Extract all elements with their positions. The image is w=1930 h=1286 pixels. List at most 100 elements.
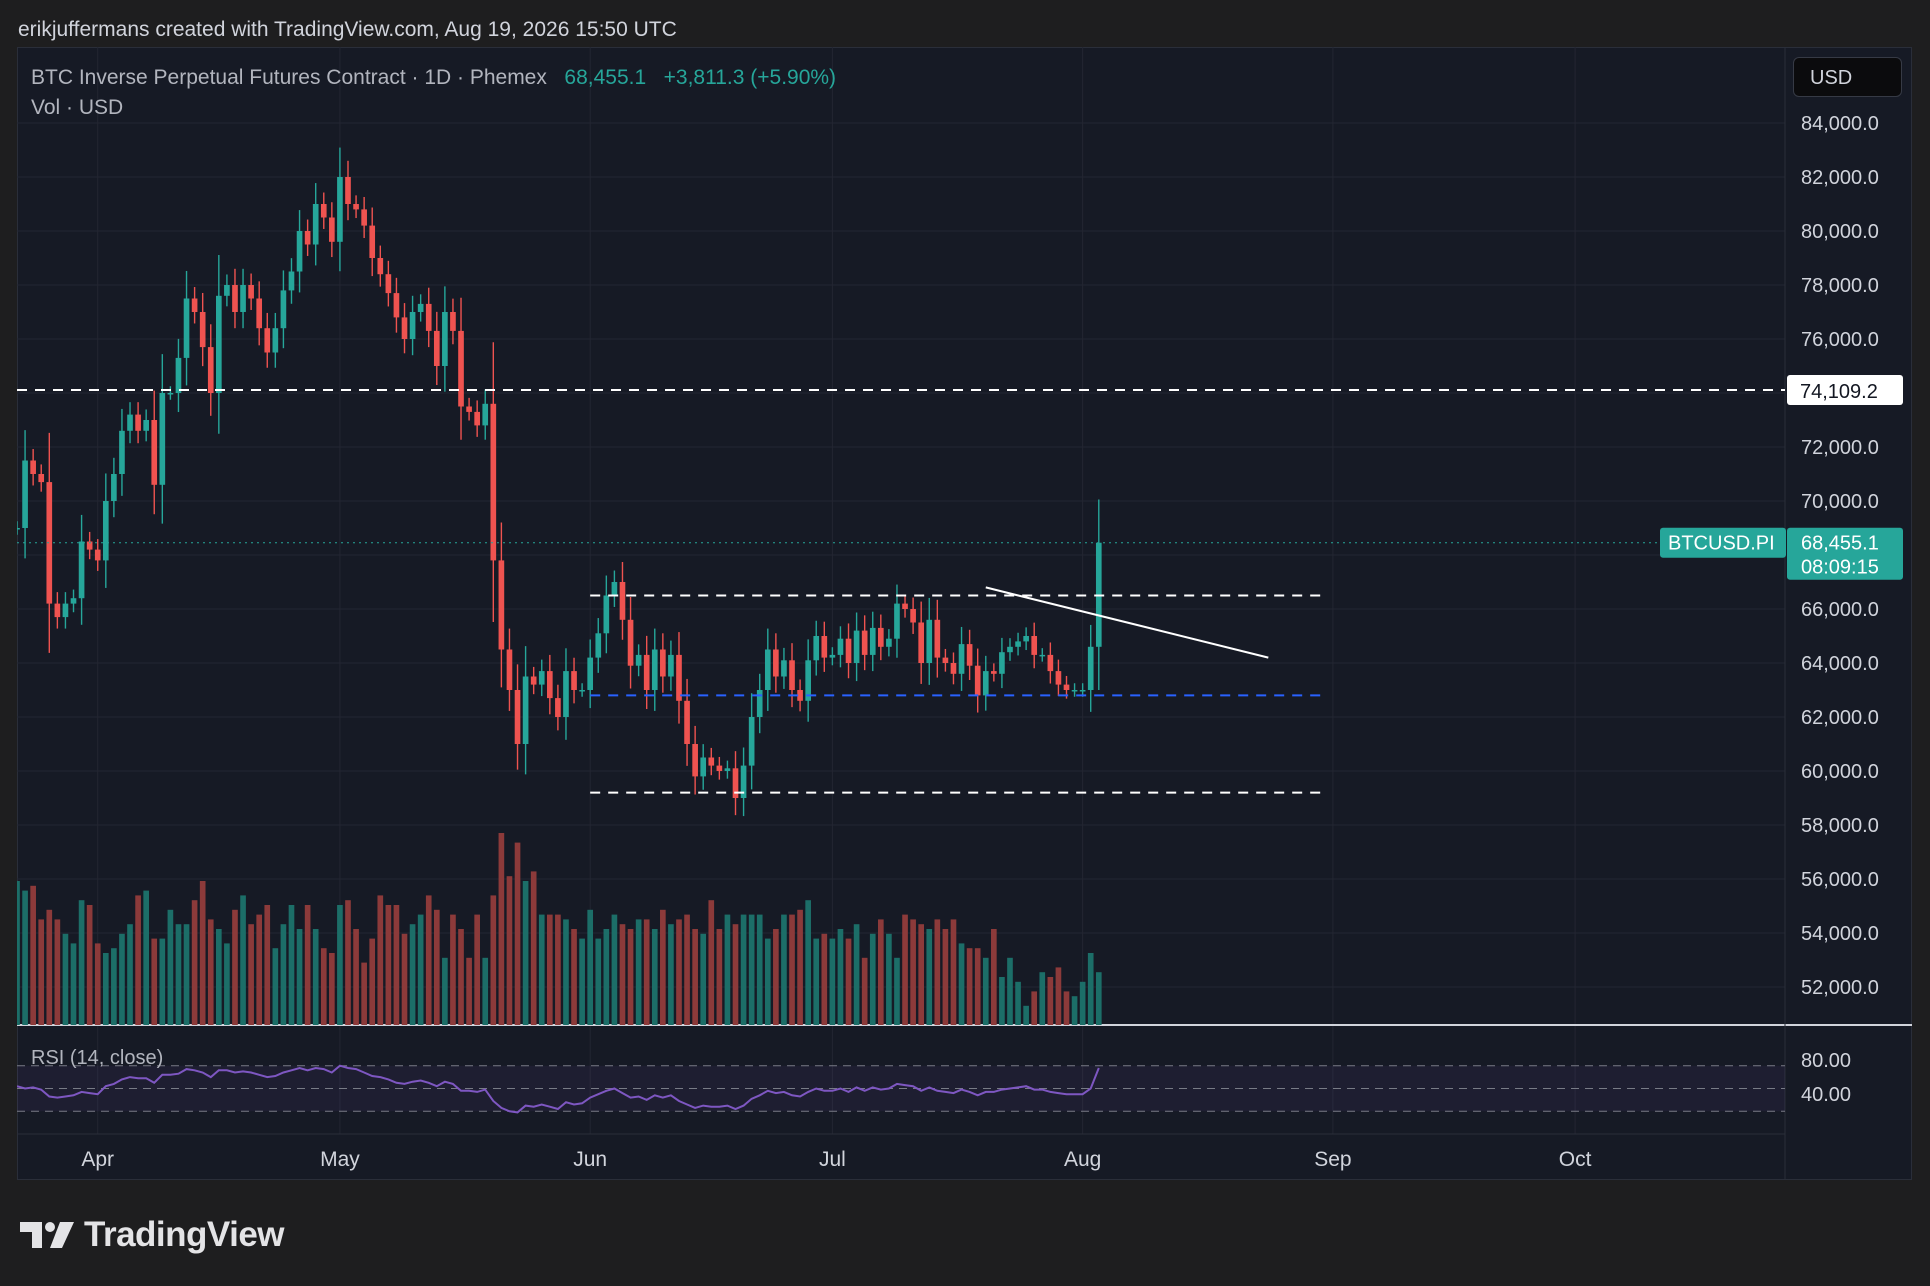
volume-bar — [530, 871, 537, 1025]
volume-bar — [1063, 991, 1070, 1025]
volume-bar — [837, 929, 844, 1025]
volume-bar — [256, 914, 263, 1025]
volume-bar — [587, 909, 594, 1025]
candle-body — [700, 757, 707, 777]
volume-bar — [1071, 996, 1078, 1025]
volume-bar — [894, 957, 900, 1025]
countdown-label: 08:09:15 — [1801, 557, 1879, 579]
candle-body — [361, 209, 367, 226]
price-change-value: +3,811.3 (+5.90%) — [663, 66, 837, 89]
volume-bar — [490, 895, 497, 1025]
volume-bar — [748, 914, 755, 1025]
time-tick-label: Jul — [819, 1148, 846, 1171]
candle-body — [789, 660, 795, 690]
volume-bar — [740, 914, 747, 1025]
candle-body — [910, 609, 916, 623]
volume-bar — [385, 905, 392, 1025]
currency-button[interactable]: USD — [1793, 57, 1902, 97]
candle-body — [764, 649, 771, 690]
candle-body — [538, 671, 545, 685]
symbol-tag-box — [1660, 527, 1786, 558]
volume-bar — [353, 929, 359, 1025]
candle-body — [1055, 671, 1062, 685]
volume-bar — [312, 929, 319, 1025]
candle-body — [1015, 641, 1021, 647]
candle-body — [159, 393, 166, 485]
candle-body — [869, 627, 876, 655]
candle-body — [232, 285, 238, 312]
volume-bar — [514, 842, 521, 1025]
volume-bar — [1031, 991, 1038, 1025]
candle-body — [38, 474, 45, 483]
price-tick-label: 84,000.0 — [1801, 113, 1879, 135]
candle-body — [183, 298, 190, 358]
rsi-tick-label: 80.00 — [1801, 1050, 1851, 1072]
volume-bar — [789, 914, 795, 1025]
candle-body — [482, 403, 489, 426]
price-chart[interactable]: 84,000.0 82,000.0 80,000.0 78,000.0 76,000.0… — [17, 47, 1912, 1180]
candle-body — [248, 285, 254, 299]
candle-body — [216, 295, 222, 393]
trend-line[interactable] — [985, 586, 1269, 659]
candle-body — [514, 690, 521, 744]
volume-bar — [1023, 1005, 1029, 1025]
candle-body — [1063, 684, 1070, 690]
volume-bar — [1095, 972, 1102, 1025]
candle-body — [1031, 636, 1038, 655]
candle-body — [442, 312, 448, 366]
candle-body — [506, 649, 513, 690]
volume-bar — [668, 924, 674, 1025]
price-tick-label: 72,000.0 — [1801, 437, 1879, 459]
candle-body — [143, 420, 149, 431]
volume-bar — [272, 948, 279, 1025]
price-tick-label: 80,000.0 — [1801, 221, 1879, 243]
candle-body — [46, 482, 53, 604]
volume-bar — [764, 938, 771, 1025]
tradingview-logo[interactable]: TradingView — [20, 1215, 285, 1255]
volume-bar — [869, 933, 876, 1025]
level-marker-label: 74,109.2 — [1800, 381, 1878, 403]
volume-bar — [458, 929, 464, 1025]
time-tick-label: Oct — [1559, 1148, 1592, 1171]
candle-body — [587, 657, 594, 690]
candle-body — [643, 654, 650, 690]
candle-body — [111, 474, 117, 501]
candle-body — [651, 649, 658, 690]
volume-bar — [902, 914, 908, 1025]
last-price-box — [1787, 527, 1903, 580]
volume-bar — [651, 929, 658, 1025]
volume-bar — [692, 929, 698, 1025]
volume-bar — [127, 924, 133, 1025]
candle-body — [304, 231, 311, 245]
volume-bar — [369, 938, 376, 1025]
volume-bar — [821, 933, 828, 1025]
candle-body — [466, 406, 472, 412]
candle-body — [474, 411, 480, 426]
rsi-legend: RSI (14, close) — [31, 1047, 164, 1069]
candle-body — [127, 414, 133, 431]
candle-body — [966, 644, 973, 666]
candle-body — [256, 298, 263, 329]
rsi-line — [17, 1064, 1100, 1114]
volume-bar — [918, 924, 925, 1025]
candle-body — [902, 603, 908, 609]
volume-bar — [280, 924, 287, 1025]
price-tick-label: 78,000.0 — [1801, 275, 1879, 297]
time-tick-label: Jun — [573, 1148, 607, 1171]
volume-bar — [377, 895, 384, 1025]
volume-bar — [732, 924, 739, 1025]
candle-body — [627, 619, 634, 666]
candle-body — [716, 765, 723, 771]
volume-bar — [433, 909, 440, 1025]
candle-body — [224, 285, 230, 296]
volume-bar — [716, 929, 723, 1025]
volume-bar — [417, 914, 424, 1025]
volume-bar — [135, 895, 141, 1025]
volume-bar — [676, 919, 682, 1025]
candle-body — [1079, 690, 1086, 692]
candle-body — [280, 290, 287, 329]
volume-bar — [143, 890, 149, 1025]
candle-body — [70, 598, 77, 604]
candle-body — [748, 717, 755, 766]
volume-bar — [773, 929, 779, 1025]
